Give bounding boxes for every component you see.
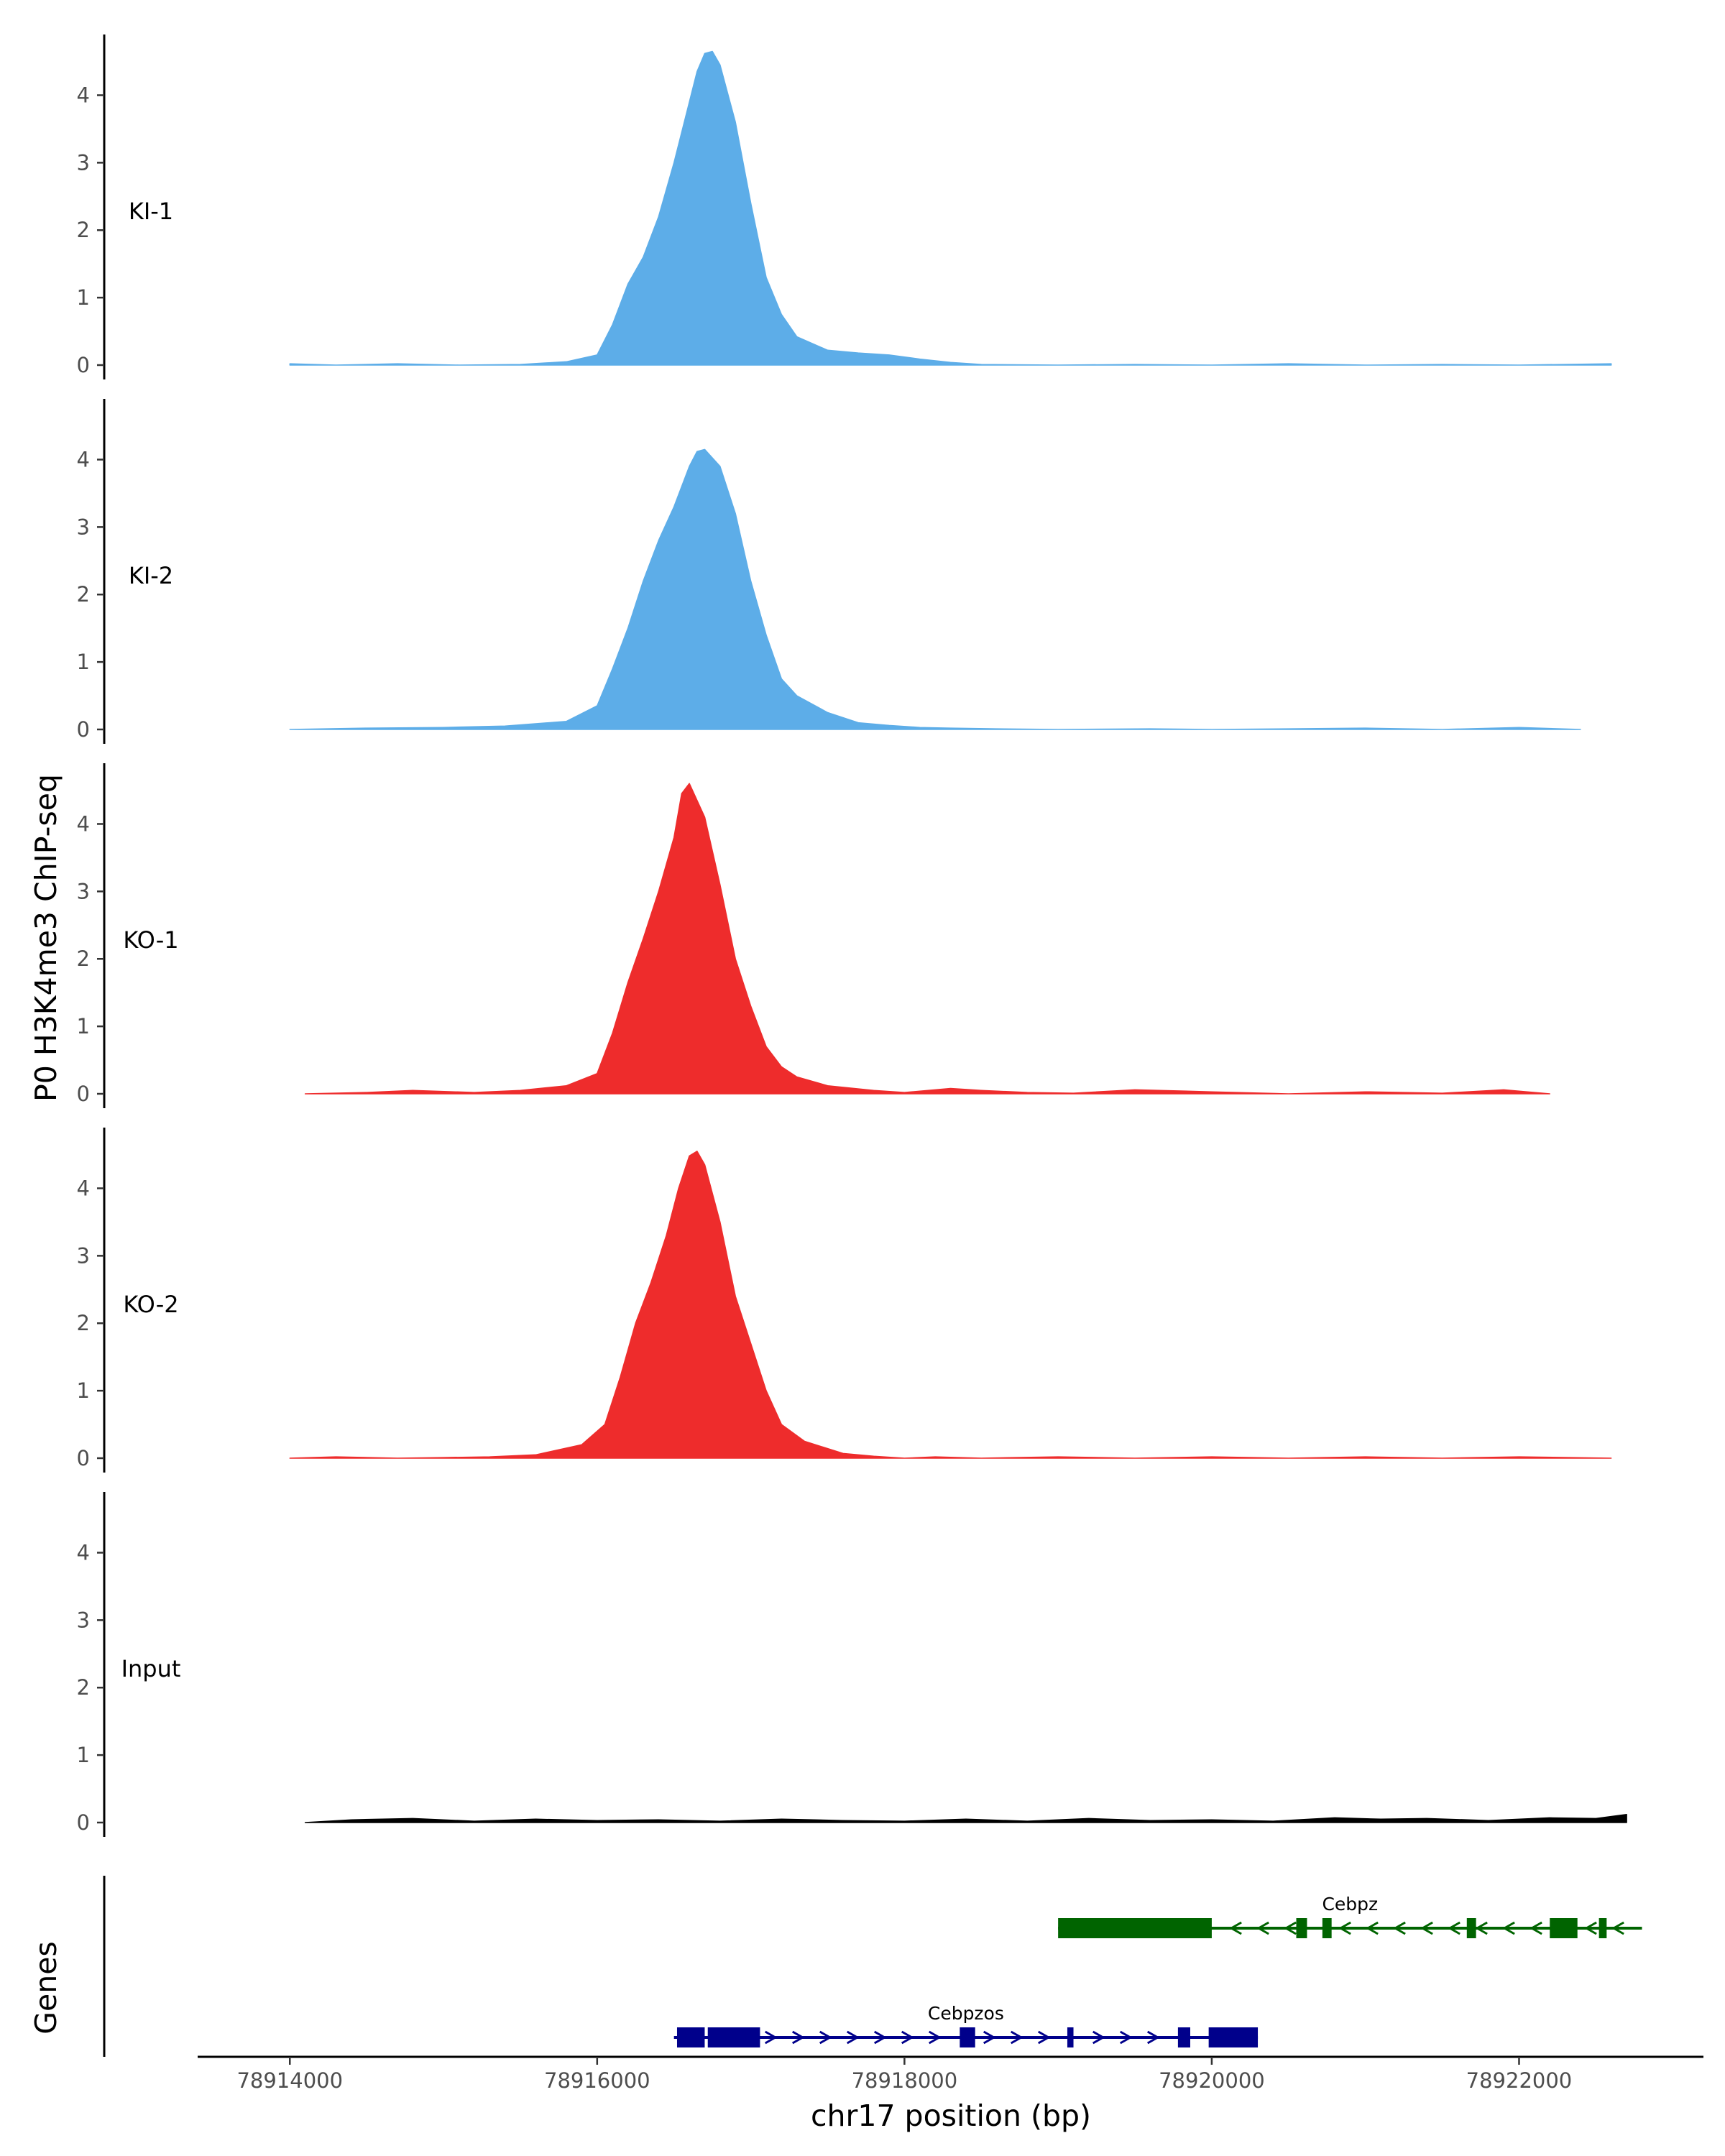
exon-block — [1550, 1918, 1578, 1938]
track-label: KI-2 — [129, 562, 173, 589]
y-tick-label: 2 — [77, 1311, 90, 1335]
y-tick-label: 4 — [77, 83, 90, 107]
x-axis: 78914000 78916000 78918000 78920000 78922000 — [198, 2055, 1703, 2093]
track-input: 0 1 2 3 4 Input — [77, 1492, 1627, 1837]
strand-chevron — [1366, 1921, 1379, 1935]
strand-chevron — [819, 2030, 832, 2045]
y-tick-label: 4 — [77, 447, 90, 471]
x-tick-label: 78916000 — [544, 2068, 650, 2093]
genes-axis-title: Genes — [29, 1941, 63, 2035]
strand-chevron — [1119, 2030, 1133, 2045]
gene-annotation-panel: Cebpz Cebpzos — [103, 1876, 1642, 2057]
track-ko-2: 0 1 2 3 4 KO-2 — [77, 1128, 1612, 1473]
strand-chevron — [1037, 2030, 1051, 2045]
gene-cebpzos: Cebpzos — [673, 2003, 1259, 2047]
strand-chevron — [791, 2030, 805, 2045]
gene-cebpz: Cebpz — [1058, 1894, 1642, 1938]
strand-chevron — [1448, 1921, 1460, 1935]
strand-chevron — [1146, 2030, 1160, 2045]
track-label: KI-1 — [129, 198, 173, 225]
strand-chevron — [1256, 1921, 1269, 1935]
strand-chevron — [1502, 1921, 1515, 1935]
y-tick-label: 0 — [77, 1810, 90, 1835]
strand-chevron — [1284, 1921, 1297, 1935]
y-tick-label: 4 — [77, 811, 90, 836]
signal-area — [304, 1813, 1627, 1823]
y-tick-label: 1 — [77, 650, 90, 674]
exon-block — [676, 2027, 705, 2047]
strand-chevron — [873, 2030, 887, 2045]
y-tick-label: 2 — [77, 218, 90, 242]
strand-chevron — [1393, 1921, 1406, 1935]
y-tick-label: 2 — [77, 946, 90, 971]
exon-block — [1598, 1918, 1607, 1938]
y-tick-label: 3 — [77, 879, 90, 903]
exon-block — [1067, 2027, 1074, 2047]
track-ko-1: 0 1 2 3 4 KO-1 — [77, 763, 1550, 1108]
y-tick-label: 1 — [77, 1743, 90, 1767]
exon-block — [1296, 1918, 1307, 1938]
y-tick-label: 1 — [77, 285, 90, 310]
y-tick-label: 3 — [77, 1243, 90, 1268]
strand-chevron — [1584, 1921, 1597, 1935]
strand-chevron — [983, 2030, 996, 2045]
track-label: Input — [121, 1655, 181, 1682]
y-tick-label: 2 — [77, 1675, 90, 1700]
y-tick-label: 4 — [77, 1540, 90, 1565]
x-tick-label: 78920000 — [1159, 2068, 1265, 2093]
x-tick-label: 78922000 — [1466, 2068, 1573, 2093]
y-tick-label: 0 — [77, 353, 90, 377]
y-tick-label: 3 — [77, 515, 90, 539]
strand-chevron — [846, 2030, 860, 2045]
gene-name: Cebpzos — [928, 2003, 1004, 2024]
track-ki-2: 0 1 2 3 4 KI-2 — [77, 399, 1581, 744]
x-tick-label: 78918000 — [852, 2068, 958, 2093]
exon-block — [1058, 1918, 1212, 1938]
signal-area — [289, 50, 1612, 366]
strand-chevron — [901, 2030, 914, 2045]
y-tick-label: 3 — [77, 150, 90, 175]
signal-area — [289, 1151, 1612, 1459]
y-tick-label: 0 — [77, 717, 90, 742]
strand-chevron — [1010, 2030, 1024, 2045]
y-tick-label: 1 — [77, 1014, 90, 1038]
exon-block — [1208, 2027, 1259, 2047]
y-tick-label: 0 — [77, 1082, 90, 1106]
strand-chevron — [764, 2030, 778, 2045]
exon-block — [1322, 1918, 1332, 1938]
signal-area — [304, 783, 1550, 1095]
strand-chevron — [928, 2030, 942, 2045]
strand-chevron — [1530, 1921, 1542, 1935]
y-tick-label: 2 — [77, 582, 90, 607]
y-tick-label: 4 — [77, 1176, 90, 1200]
gene-name: Cebpz — [1322, 1894, 1378, 1915]
strand-chevron — [1338, 1921, 1351, 1935]
track-ki-1: 0 1 2 3 4 KI-1 — [77, 34, 1612, 379]
signal-area — [289, 448, 1581, 730]
y-tick-label: 1 — [77, 1378, 90, 1403]
exon-block — [1177, 2027, 1190, 2047]
exon-block — [707, 2027, 760, 2047]
y-tick-label: 0 — [77, 1446, 90, 1470]
y-axis-title: P0 H3K4me3 ChIP-seq — [29, 774, 63, 1102]
track-label: KO-2 — [123, 1291, 178, 1318]
signal-tracks: 0 1 2 3 4 KI-1 0 1 2 3 4 KI-2 0 1 2 3 4 KO-1 0 1 2 3 4 KO-2 0 1 2 3… — [77, 34, 1627, 1837]
x-axis-title: chr17 position (bp) — [811, 2099, 1091, 2133]
track-label: KO-1 — [123, 926, 178, 954]
strand-chevron — [1475, 1921, 1488, 1935]
x-tick-label: 78914000 — [236, 2068, 343, 2093]
strand-chevron — [1611, 1921, 1624, 1935]
strand-chevron — [1229, 1921, 1242, 1935]
exon-block — [960, 2027, 975, 2047]
strand-chevron — [1420, 1921, 1433, 1935]
strand-chevron — [1092, 2030, 1105, 2045]
exon-block — [1466, 1918, 1476, 1938]
y-tick-label: 3 — [77, 1608, 90, 1632]
